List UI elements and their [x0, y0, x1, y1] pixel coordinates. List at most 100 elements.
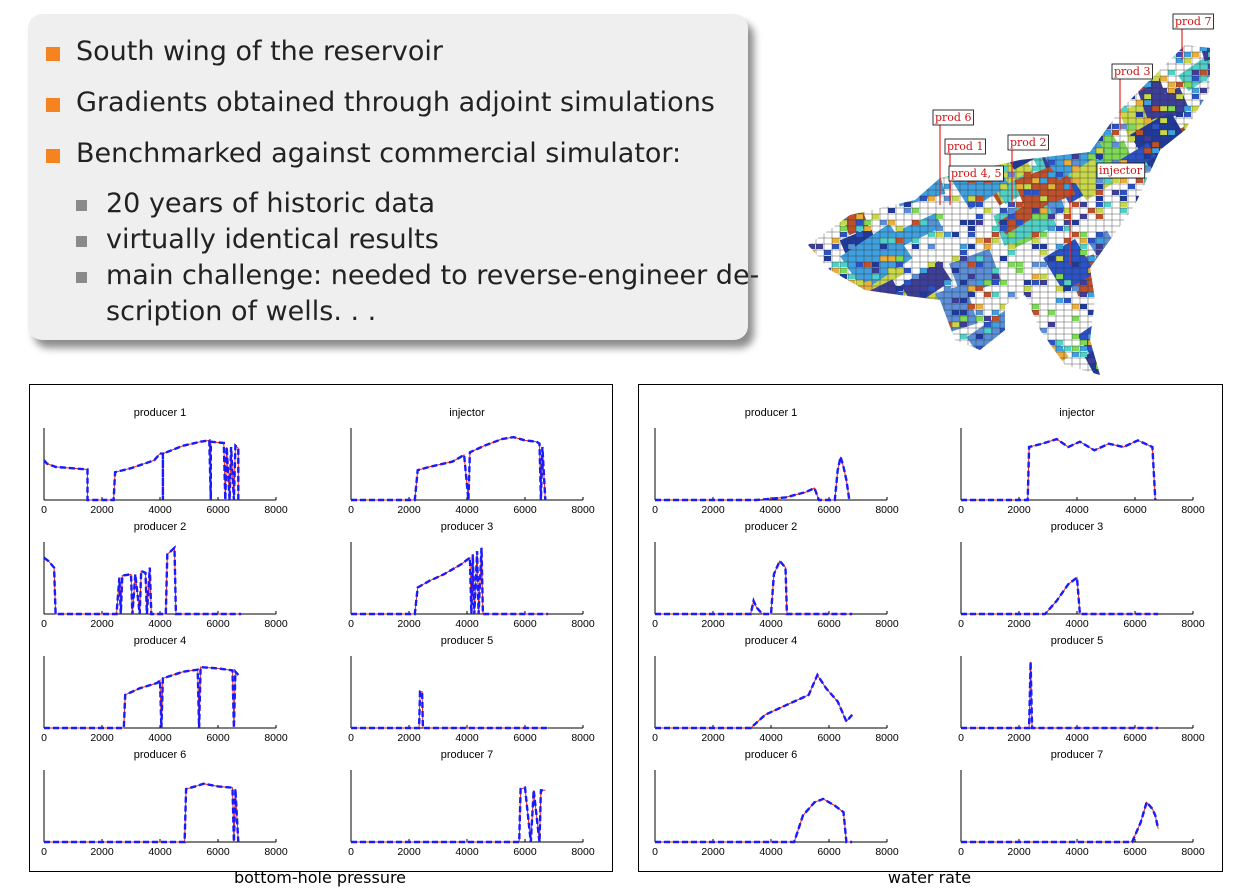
x-tick-label: 8000 [264, 846, 288, 858]
x-tick-label: 0 [958, 504, 964, 516]
x-tick-label: 0 [348, 618, 354, 630]
x-tick-label: 6000 [1123, 846, 1147, 858]
x-tick-label: 8000 [264, 732, 288, 744]
series-simulated-line [43, 545, 242, 616]
x-tick-label: 0 [41, 846, 47, 858]
x-tick-label: 4000 [1065, 618, 1089, 630]
x-tick-label: 2000 [1007, 504, 1031, 516]
sub-bullet-text: main challenge: needed to reverse-engine… [106, 260, 760, 291]
sub-bullet-square-icon [76, 236, 87, 247]
x-tick-label: 8000 [875, 846, 899, 858]
series-reference-line [351, 691, 549, 729]
sub-bullet-text: virtually identical results [106, 224, 439, 255]
x-tick-label: 4000 [148, 618, 172, 630]
x-tick-label: 6000 [513, 732, 537, 744]
x-tick-label: 4000 [759, 618, 783, 630]
subplot: producer 5 0 2000 4000 6000 8000 [348, 635, 595, 744]
x-tick-label: 8000 [264, 504, 288, 516]
x-tick-label: 6000 [817, 504, 841, 516]
subplot-title: producer 6 [134, 749, 187, 761]
x-tick-label: 8000 [571, 504, 595, 516]
sub-bullet-square-icon [76, 200, 87, 211]
series-simulated-line [655, 456, 851, 502]
x-tick-label: 4000 [148, 846, 172, 858]
series-reference-line [961, 438, 1156, 501]
series-simulated-line [43, 439, 240, 502]
series-simulated-line [961, 437, 1157, 502]
x-tick-label: 4000 [455, 732, 479, 744]
well-label: prod 1 [947, 140, 983, 153]
bullet-box: South wing of the reservoir Gradients ob… [28, 14, 759, 340]
well-label: prod 3 [1114, 65, 1150, 78]
x-tick-label: 6000 [513, 846, 537, 858]
well-label: prod 6 [935, 111, 971, 124]
subplot-title: producer 6 [745, 749, 798, 761]
well-label: injector [1099, 164, 1143, 177]
water-rate-chart: producer 1 0 2000 4000 6000 8000 injector 0 2000… [652, 407, 1205, 858]
subplot-title: producer 7 [441, 749, 494, 761]
x-tick-label: 6000 [817, 618, 841, 630]
well-marker: prod 7 [1172, 13, 1214, 60]
x-tick-label: 2000 [1007, 846, 1031, 858]
subplot-title: producer 2 [134, 521, 187, 533]
x-tick-label: 0 [652, 732, 658, 744]
well-marker: prod 1 [944, 138, 986, 200]
subplot-title: producer 4 [134, 635, 187, 647]
x-tick-label: 2000 [397, 504, 421, 516]
x-tick-label: 6000 [206, 732, 230, 744]
subplot: producer 5 0 2000 4000 6000 8000 [958, 635, 1205, 744]
bullet-square-icon [46, 149, 60, 163]
series-reference-line [655, 456, 850, 501]
subplot: producer 3 0 2000 4000 6000 8000 [958, 521, 1205, 630]
subplot: producer 6 0 2000 4000 6000 8000 [652, 749, 899, 858]
bullet-text: South wing of the reservoir [76, 36, 443, 67]
subplot-title: producer 3 [1051, 521, 1104, 533]
well-label: prod 2 [1010, 136, 1046, 149]
x-tick-label: 6000 [1123, 618, 1147, 630]
x-tick-label: 0 [958, 618, 964, 630]
subplot: producer 7 0 2000 4000 6000 8000 [348, 749, 595, 858]
x-tick-label: 0 [348, 504, 354, 516]
subplot: injector 0 2000 4000 6000 8000 [958, 407, 1205, 516]
subplot-title: producer 7 [1051, 749, 1104, 761]
series-reference-line [961, 661, 1159, 729]
x-tick-label: 0 [652, 504, 658, 516]
x-tick-label: 2000 [397, 618, 421, 630]
x-tick-label: 4000 [1065, 504, 1089, 516]
series-reference-line [43, 546, 242, 615]
series-reference-line [44, 783, 239, 843]
subplot: producer 6 0 2000 4000 6000 8000 [41, 749, 288, 858]
x-tick-label: 0 [958, 846, 964, 858]
x-tick-label: 0 [348, 846, 354, 858]
bullet-text: Gradients obtained through adjoint simul… [76, 87, 715, 118]
well-label: prod 7 [1175, 15, 1211, 28]
water-rate-panel: producer 1 0 2000 4000 6000 8000 injector 0 2000… [638, 384, 1223, 872]
series-simulated-line [655, 797, 853, 844]
series-simulated-line [961, 575, 1159, 616]
x-tick-label: 4000 [455, 504, 479, 516]
x-tick-label: 6000 [817, 846, 841, 858]
well-marker: prod 2 [1007, 134, 1049, 205]
x-tick-label: 4000 [455, 846, 479, 858]
x-tick-label: 0 [958, 732, 964, 744]
subplot: producer 3 0 2000 4000 6000 8000 [348, 521, 595, 630]
well-label-box [1172, 13, 1214, 30]
x-tick-label: 2000 [90, 732, 114, 744]
subplot-title: producer 4 [745, 635, 798, 647]
x-tick-label: 4000 [759, 846, 783, 858]
well-marker: prod 6 [932, 109, 974, 205]
x-tick-label: 2000 [90, 618, 114, 630]
well-label-box [948, 165, 1004, 182]
x-tick-label: 4000 [759, 732, 783, 744]
series-simulated-line [351, 435, 547, 502]
x-tick-label: 2000 [397, 846, 421, 858]
x-tick-label: 8000 [571, 732, 595, 744]
series-simulated-line [961, 661, 1159, 730]
x-tick-label: 4000 [759, 504, 783, 516]
x-tick-label: 8000 [875, 504, 899, 516]
x-tick-label: 8000 [571, 846, 595, 858]
subplot-title: injector [1059, 407, 1095, 419]
x-tick-label: 0 [652, 846, 658, 858]
series-simulated-line [655, 672, 854, 730]
x-tick-label: 4000 [148, 504, 172, 516]
